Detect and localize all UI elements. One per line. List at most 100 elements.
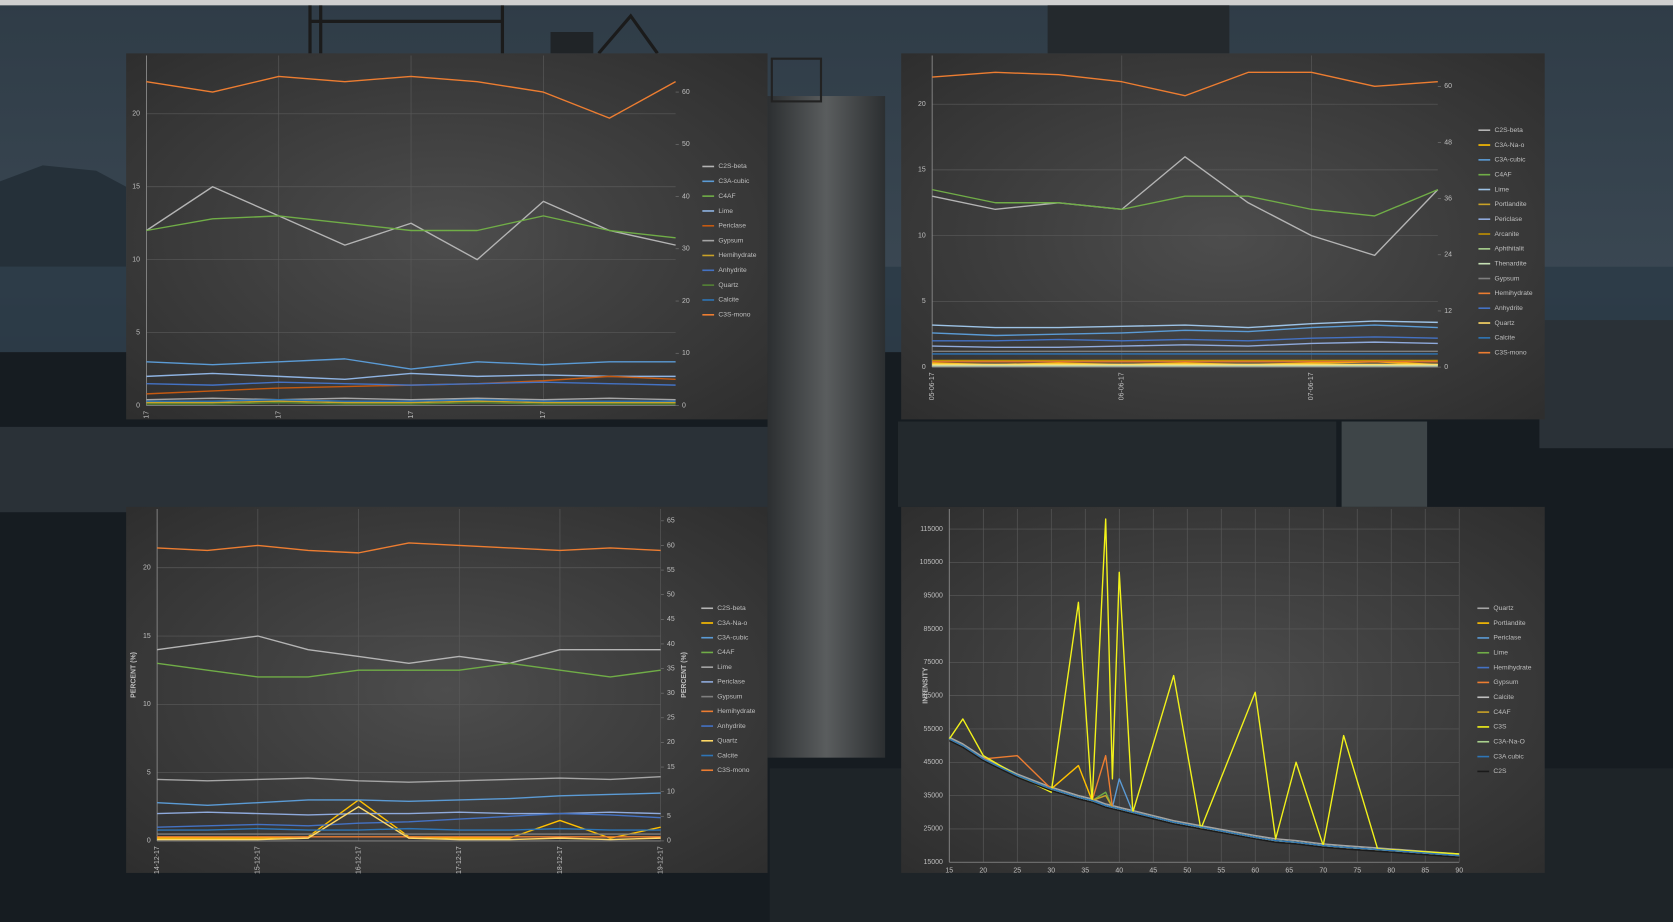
y-axis-label: PERCENT (%) (130, 652, 137, 698)
legend-label: Quartz (1494, 320, 1515, 327)
legend-label: C4AF (718, 193, 735, 200)
legend-label: Calcite (1493, 694, 1514, 701)
legend-label: Lime (717, 664, 732, 671)
legend-label: C2S (1493, 768, 1507, 775)
chart-panel: 0 5 10 15 20 0 12 24 36 48 60 05-06-17 06-06-17 07-06… (901, 53, 1545, 420)
series-line (157, 775, 661, 783)
series-line (146, 400, 676, 404)
y2-tick-label: 0 (1444, 364, 1448, 371)
y2-tick-label: 40 (667, 641, 675, 648)
y-tick-label: 5 (922, 298, 926, 305)
y2-tick-label: 24 (1444, 252, 1452, 259)
legend-label: C3A cubic (1493, 753, 1524, 760)
legend-label: C3A-Na-o (1494, 142, 1524, 149)
series-line (932, 324, 1438, 337)
legend-label: C3A-Na-O (1493, 739, 1524, 746)
y2-tick-label: 30 (682, 246, 690, 253)
y-tick-label: 75000 (924, 659, 943, 666)
series-line (157, 806, 661, 841)
legend-label: Periclase (1493, 635, 1521, 642)
series-line (157, 827, 661, 831)
chart-panel: 0 5 10 15 20 0 10 20 30 40 50 60 17 17 17 17 C2S-beta C3A… (126, 53, 768, 420)
y2-tick-label: 50 (682, 141, 690, 148)
y-tick-label: 55000 (924, 726, 943, 733)
legend-label: Gypsum (1493, 679, 1518, 686)
y-tick-label: 20 (143, 565, 151, 572)
y-tick-label: 15 (143, 633, 151, 640)
x-tick-label: 40 (1115, 868, 1123, 875)
series-line (948, 739, 1460, 858)
legend-label: Hemihydrate (1493, 664, 1531, 671)
y2-tick-label: 65 (667, 518, 675, 525)
x-tick-label: 50 (1183, 868, 1191, 875)
y2-tick-label: 12 (1444, 308, 1452, 315)
series-line (157, 792, 661, 807)
legend-label: Hemihydrate (717, 708, 755, 715)
series-line (157, 811, 661, 816)
legend-label: C3A-cubic (1494, 157, 1526, 164)
series-line (146, 186, 676, 261)
legend-label: C4AF (717, 649, 734, 656)
legend-label: Portlandite (1494, 201, 1526, 208)
y2-tick-label: 0 (682, 402, 686, 409)
legend-label: Quartz (718, 282, 739, 289)
y-tick-label: 25000 (924, 826, 943, 833)
y2-tick-label: 55 (667, 567, 675, 574)
y-tick-label: 5 (136, 329, 140, 336)
series-line (146, 381, 676, 386)
y2-tick-label: 50 (667, 592, 675, 599)
x-tick-label: 06-06-17 (1119, 372, 1126, 400)
series-line (932, 341, 1438, 349)
series-line (146, 75, 676, 119)
y2-tick-label: 5 (667, 813, 671, 820)
y-tick-label: 0 (922, 364, 926, 371)
legend-label: Aphthitalit (1494, 246, 1524, 253)
legend-label: Quartz (1493, 605, 1514, 612)
series-line (157, 542, 661, 554)
legend-label: Calcite (717, 752, 738, 759)
legend-label: Anhydrite (718, 267, 747, 274)
x-tick-label: 20 (979, 868, 987, 875)
y2-tick-label: 15 (667, 764, 675, 771)
x-tick-label: 75 (1353, 868, 1361, 875)
x-tick-label: 17 (540, 411, 547, 419)
y2-tick-label: 60 (667, 542, 675, 549)
legend-label: C3A-cubic (718, 178, 750, 185)
legend-label: Quartz (717, 738, 738, 745)
y2-tick-label: 30 (667, 690, 675, 697)
x-tick-label: 60 (1251, 868, 1259, 875)
x-tick-label: 85 (1421, 868, 1429, 875)
legend-label: C4AF (1494, 171, 1511, 178)
y-tick-label: 20 (918, 101, 926, 108)
x-tick-label: 65 (1285, 868, 1293, 875)
legend-label: C3S-mono (718, 312, 750, 319)
x-tick-label: 17 (408, 411, 415, 419)
y-tick-label: 20 (132, 111, 140, 118)
series-line (146, 215, 676, 239)
y2-tick-label: 36 (1444, 195, 1452, 202)
y-tick-label: 65000 (924, 692, 943, 699)
legend-label: C3A-Na-o (717, 620, 747, 627)
y-tick-label: 95000 (924, 592, 943, 599)
y2-tick-label: 20 (667, 739, 675, 746)
y-tick-label: 0 (136, 402, 140, 409)
panel-background (901, 53, 1545, 420)
x-tick-label: 55 (1217, 868, 1225, 875)
legend-label: Gypsum (718, 237, 743, 244)
series-line (146, 401, 676, 405)
legend-label: Calcite (1494, 335, 1515, 342)
legend-label: Gypsum (1494, 275, 1519, 282)
y-tick-label: 0 (147, 838, 151, 845)
y-tick-label: 85000 (924, 626, 943, 633)
legend-label: Thenardite (1494, 260, 1526, 267)
series-line (146, 358, 676, 370)
x-tick-label: 18-12-17 (557, 846, 564, 874)
y-tick-label: 10 (132, 256, 140, 263)
x-tick-label: 17 (276, 411, 283, 419)
y2-tick-label: 48 (1444, 139, 1452, 146)
series-line (146, 397, 676, 401)
x-tick-label: 15 (945, 868, 953, 875)
series-line (146, 372, 676, 380)
legend-label: Lime (1493, 650, 1508, 657)
x-tick-label: 17 (143, 411, 150, 419)
